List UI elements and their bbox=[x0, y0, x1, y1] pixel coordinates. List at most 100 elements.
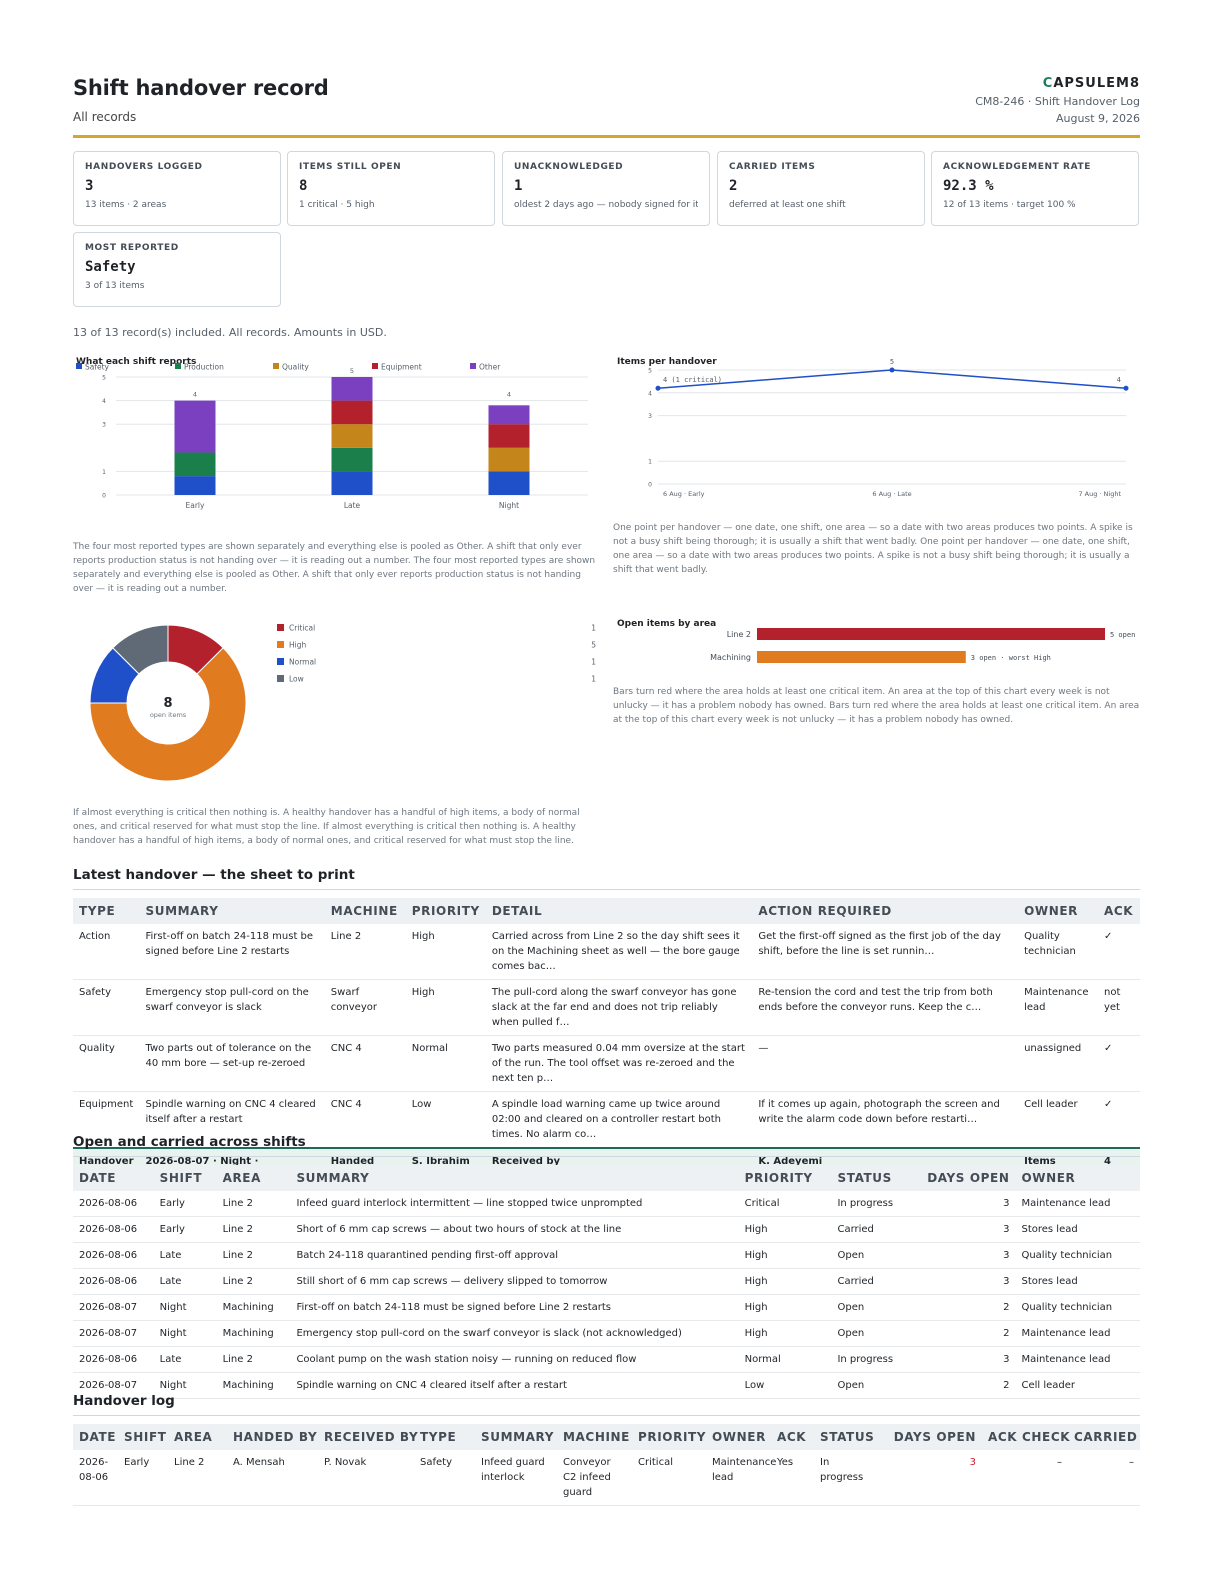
column-header[interactable]: Owner bbox=[1015, 1165, 1140, 1191]
bar-segment bbox=[488, 471, 530, 495]
column-header[interactable]: Date bbox=[73, 1424, 118, 1450]
table-cell: 2026-08-07 bbox=[73, 1320, 154, 1347]
per-handover-caption: One point per handover — one date, one s… bbox=[613, 523, 1133, 575]
column-header[interactable]: Owner bbox=[1018, 898, 1098, 924]
table-cell: In progress bbox=[831, 1346, 922, 1373]
included-note: 13 of 13 record(s) included. All records… bbox=[73, 326, 387, 339]
chart-title: Open items by area bbox=[617, 619, 717, 629]
y-tick-label: 5 bbox=[648, 368, 652, 375]
donut-slice bbox=[112, 624, 169, 675]
column-header[interactable]: Status bbox=[814, 1424, 874, 1450]
table-cell: Batch 24-118 quarantined pending first-o… bbox=[290, 1242, 739, 1269]
table-cell: First-off on batch 24-118 must be signed… bbox=[290, 1294, 739, 1321]
y-category-label: Machining bbox=[710, 653, 751, 662]
column-header[interactable]: Summary bbox=[290, 1165, 739, 1191]
column-header[interactable]: Area bbox=[216, 1165, 291, 1191]
column-header[interactable]: Summary bbox=[139, 898, 325, 924]
table-cell: ✓ bbox=[1097, 1035, 1140, 1092]
column-header[interactable]: Received by bbox=[318, 1424, 418, 1450]
table-cell: High bbox=[405, 979, 486, 1036]
y-tick-label: 4 bbox=[648, 390, 652, 397]
column-header[interactable]: Priority bbox=[632, 1424, 706, 1450]
donut-center-label: open items bbox=[150, 711, 187, 719]
latest-handover-section: Latest handover — the sheet to print Typ… bbox=[73, 867, 1140, 1189]
table-cell: 2 bbox=[921, 1372, 1016, 1399]
per-handover-chart: 0 1 3 4 5 4 (1 critical) 6 Aug · Early 5 6 Aug ·… bbox=[648, 358, 1129, 498]
table-cell: 2026-08-06 bbox=[73, 1191, 154, 1217]
column-header[interactable]: Area bbox=[168, 1424, 227, 1450]
table-cell: High bbox=[405, 924, 486, 980]
table-cell: CNC 4 bbox=[324, 1035, 406, 1092]
brand-logo-mark: C bbox=[1042, 76, 1054, 91]
table-cell: High bbox=[738, 1216, 832, 1243]
table-cell: Two parts out of tolerance on the 40 mm … bbox=[139, 1035, 325, 1092]
table-cell: Open bbox=[831, 1372, 922, 1399]
table-cell: High bbox=[738, 1294, 832, 1321]
table-cell: Carried bbox=[831, 1268, 922, 1295]
column-header[interactable]: Date bbox=[73, 1165, 154, 1191]
table-cell: Critical bbox=[738, 1191, 832, 1217]
kpi-cards: Handovers logged 3 13 items · 2 areas It… bbox=[73, 151, 1140, 311]
by-area-caption: Bars turn red where the area holds at le… bbox=[613, 687, 1140, 725]
y-tick-label: 0 bbox=[648, 482, 652, 489]
column-header[interactable]: Action required bbox=[752, 898, 1019, 924]
table-cell: 2 bbox=[921, 1294, 1016, 1321]
legend-value: 1 bbox=[591, 658, 596, 667]
column-header[interactable]: Handed by bbox=[227, 1424, 318, 1450]
legend-label: Quality bbox=[282, 363, 309, 372]
section-title: Handover log bbox=[73, 1393, 1140, 1416]
column-header[interactable]: Days open bbox=[921, 1165, 1016, 1191]
table-row: 2026-08-06 Early Line 2 A. Mensah P. Novak Sa… bbox=[73, 1450, 1140, 1506]
table-cell: Infeed guard interlock intermittent — li… bbox=[290, 1191, 739, 1217]
column-header[interactable]: Summary bbox=[475, 1424, 557, 1450]
table-row: 2026-08-07 Night Machining First-off on bat… bbox=[73, 1294, 1140, 1321]
table-cell: 2026-08-06 bbox=[73, 1216, 154, 1243]
column-header[interactable]: Detail bbox=[485, 898, 753, 924]
section-title: Latest handover — the sheet to print bbox=[73, 867, 1140, 890]
table-cell: 3 bbox=[921, 1216, 1016, 1243]
latest-handover-table: Type Summary Machine Priority Detail Action r… bbox=[73, 898, 1140, 1189]
page-title: Shift handover record bbox=[73, 76, 329, 100]
column-header[interactable]: Priority bbox=[405, 898, 486, 924]
table-row: 2026-08-06 Early Line 2 Infeed guard interl… bbox=[73, 1191, 1140, 1217]
y-tick-label: 1 bbox=[102, 469, 106, 476]
table-cell: not yet bbox=[1097, 979, 1140, 1036]
table-cell: Line 2 bbox=[324, 924, 406, 980]
legend-label: Equipment bbox=[381, 363, 422, 372]
table-row: Equipment Spindle warning on CNC 4 cleare… bbox=[73, 1091, 1140, 1149]
y-tick-label: 0 bbox=[102, 493, 106, 500]
column-header[interactable]: Ack check bbox=[982, 1424, 1070, 1450]
column-header[interactable]: Machine bbox=[324, 898, 406, 924]
x-tick-label: 6 Aug · Late bbox=[872, 490, 911, 498]
column-header[interactable]: Ack bbox=[771, 1424, 814, 1450]
table-cell: Early bbox=[153, 1216, 217, 1243]
column-header[interactable]: Ack bbox=[1097, 898, 1140, 924]
kpi-value: 92.3 % bbox=[943, 178, 994, 194]
data-point bbox=[655, 385, 661, 391]
column-header[interactable]: Priority bbox=[738, 1165, 832, 1191]
column-header[interactable]: Shift bbox=[153, 1165, 217, 1191]
column-header[interactable]: Type bbox=[414, 1424, 475, 1450]
column-header[interactable]: Status bbox=[831, 1165, 922, 1191]
table-cell: Stores lead bbox=[1015, 1216, 1140, 1243]
column-header[interactable]: Carried bbox=[1068, 1424, 1140, 1450]
data-point bbox=[1123, 385, 1129, 391]
kpi-note: oldest 2 days ago — nobody signed for it bbox=[514, 200, 698, 210]
y-tick-label: 3 bbox=[648, 413, 652, 420]
header: Shift handover record All records CAPSUL… bbox=[73, 72, 1140, 138]
column-header[interactable]: Shift bbox=[118, 1424, 168, 1450]
column-header[interactable]: Type bbox=[73, 898, 140, 924]
column-header[interactable]: Machine bbox=[557, 1424, 632, 1450]
table-cell: 3 bbox=[921, 1268, 1016, 1295]
bar-segment bbox=[174, 400, 216, 453]
kpi-value: 1 bbox=[514, 178, 523, 194]
table-cell: Line 2 bbox=[168, 1450, 227, 1506]
table-cell: 2026-08-06 bbox=[73, 1268, 154, 1295]
table-cell: Critical bbox=[632, 1450, 706, 1506]
table-header-row: Date Shift Area Summary Priority Status Days o… bbox=[73, 1165, 1140, 1191]
legend-swatch bbox=[372, 363, 378, 369]
column-header[interactable]: Days open bbox=[874, 1424, 982, 1450]
table-cell: Infeed guard interlock bbox=[475, 1450, 557, 1506]
column-header[interactable]: Owner bbox=[706, 1424, 771, 1450]
